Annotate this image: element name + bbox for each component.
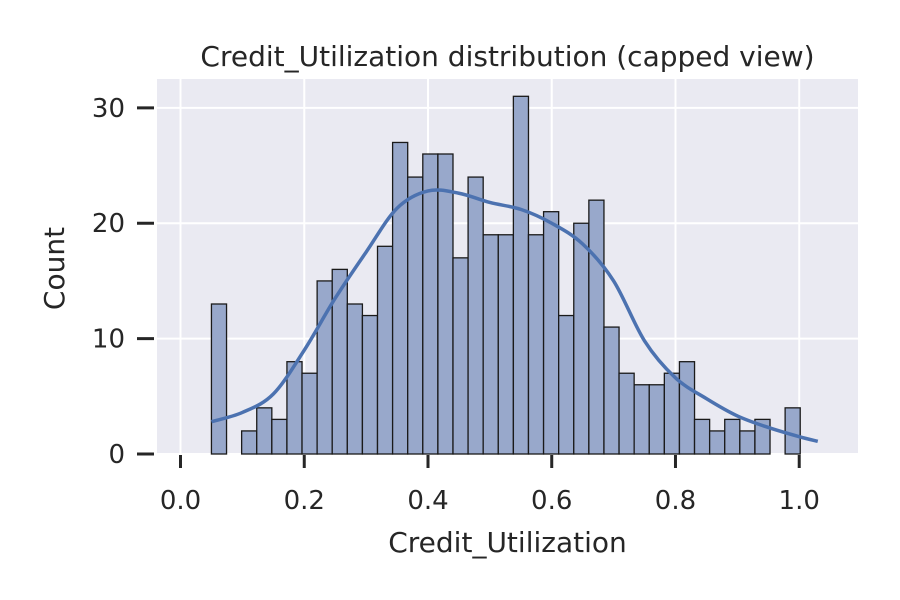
histogram-bar [497,234,515,455]
x-tick-label: 0.8 [655,486,696,516]
histogram-bar [739,430,756,455]
y-tick-label: 20 [92,209,125,239]
histogram-bar [663,372,681,455]
histogram-bar [693,418,711,455]
histogram-bar [361,314,379,455]
histogram-bar [573,222,590,455]
histogram-bar [467,176,484,455]
axis-ticks: 0.0 0.2 0.4 0.6 0.8 1.0 0 10 20 30 [92,94,820,516]
histogram-bar [678,361,696,455]
histogram-bar [437,153,454,455]
kde-curve [210,188,819,444]
y-tick-label: 0 [108,440,125,470]
histogram-bar [422,153,439,455]
y-tick-label: 10 [92,325,125,355]
histogram-bar [633,384,650,455]
histogram-bar [240,430,258,455]
chart-title: Credit_Utilization distribution (capped … [200,40,814,73]
histogram-bar [210,303,228,455]
histogram-bars [210,95,801,455]
x-tick-label: 0.0 [160,486,201,516]
histogram-bar [558,314,575,455]
histogram-bar [482,234,499,455]
histogram-bar [301,372,318,455]
x-tick-label: 0.4 [407,486,448,516]
histogram-bar [407,176,424,455]
x-tick-label: 1.0 [779,486,820,516]
histogram-bar [452,257,469,455]
histogram-bar [724,418,741,455]
histogram-bar [603,326,620,455]
y-axis-label: Count [38,227,71,310]
histogram-bar [512,95,530,455]
y-tick-label: 30 [92,94,125,124]
histogram-bar [588,199,605,455]
histogram-bar [256,407,273,455]
histogram-bar [271,418,288,455]
x-tick-label: 0.2 [284,486,325,516]
histogram-bar [648,384,665,455]
histogram-bar [542,211,560,455]
x-tick-label: 0.6 [531,486,572,516]
histogram-bar [708,430,726,455]
histogram-bar [527,234,545,455]
x-axis-label: Credit_Utilization [388,526,627,559]
histogram-bar [346,303,364,455]
histogram-bar [391,141,409,455]
histogram-bar [784,407,801,455]
histogram-bar [618,372,635,455]
histogram-bar [376,245,394,455]
